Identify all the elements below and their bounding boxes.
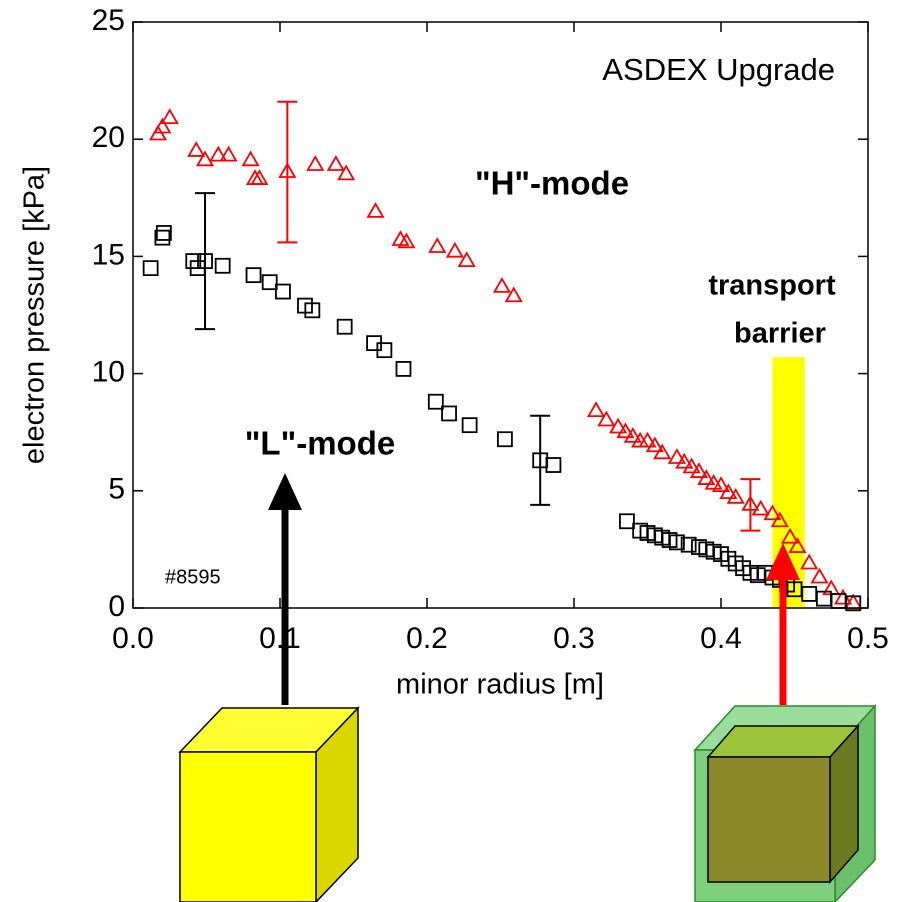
yellow-cube — [180, 708, 358, 902]
y-tick-label: 20 — [92, 121, 125, 154]
x-tick-label: 0.5 — [847, 622, 889, 655]
l-mode-label: "L"-mode — [245, 425, 395, 462]
x-tick-label: 0.2 — [406, 622, 448, 655]
h-mode-label: "H"-mode — [475, 165, 629, 202]
y-tick-label: 5 — [108, 473, 125, 506]
y-axis-label: electron pressure [kPa] — [19, 166, 51, 464]
shot-label: #8595 — [165, 566, 221, 588]
y-tick-label: 0 — [108, 590, 125, 623]
y-tick-label: 25 — [92, 4, 125, 37]
x-axis-label: minor radius [m] — [396, 669, 604, 701]
y-tick-label: 10 — [92, 356, 125, 389]
green-cube — [695, 706, 875, 902]
x-tick-label: 0.3 — [553, 622, 595, 655]
x-tick-label: 0.0 — [112, 622, 154, 655]
chart-title: ASDEX Upgrade — [602, 52, 835, 87]
chart: ASDEX Upgrade minor radius [m] electron … — [0, 0, 902, 902]
x-tick-label: 0.4 — [700, 622, 742, 655]
y-tick-label: 15 — [92, 238, 125, 271]
barrier-label: barrier — [734, 318, 826, 350]
barrier-label: transport — [708, 270, 836, 302]
page: ASDEX Upgrade minor radius [m] electron … — [0, 0, 902, 902]
x-tick-label: 0.1 — [259, 622, 301, 655]
